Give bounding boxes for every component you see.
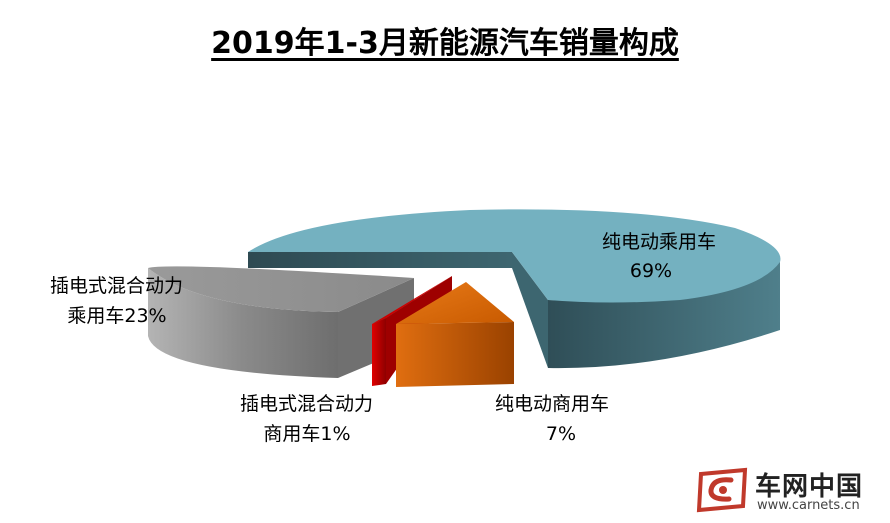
label-phev-commercial-line2: 商用车1% [263,423,350,445]
label-bev-commercial-pct: 7% [546,423,576,445]
carnets-logo-icon [696,467,748,513]
label-bev-commercial-name: 纯电动商用车 [495,393,609,415]
slice-bev-passenger [248,209,781,369]
label-bev-passenger-pct: 69% [630,260,672,282]
label-phev-passenger-line2: 乘用车23% [67,305,166,327]
chart-title: 2019年1-3月新能源汽车销量构成 [211,26,679,61]
logo-text: 车网中国 [755,472,864,502]
logo-url: www.carnets.cn [757,498,860,513]
slice-phev-passenger [148,266,414,378]
label-phev-passenger-line1: 插电式混合动力 [50,275,183,297]
carnets-logo: 车网中国 www.carnets.cn [693,466,883,516]
slice-bev-commercial [396,282,514,387]
label-phev-commercial-line1: 插电式混合动力 [240,393,373,415]
label-bev-passenger-name: 纯电动乘用车 [602,231,716,253]
